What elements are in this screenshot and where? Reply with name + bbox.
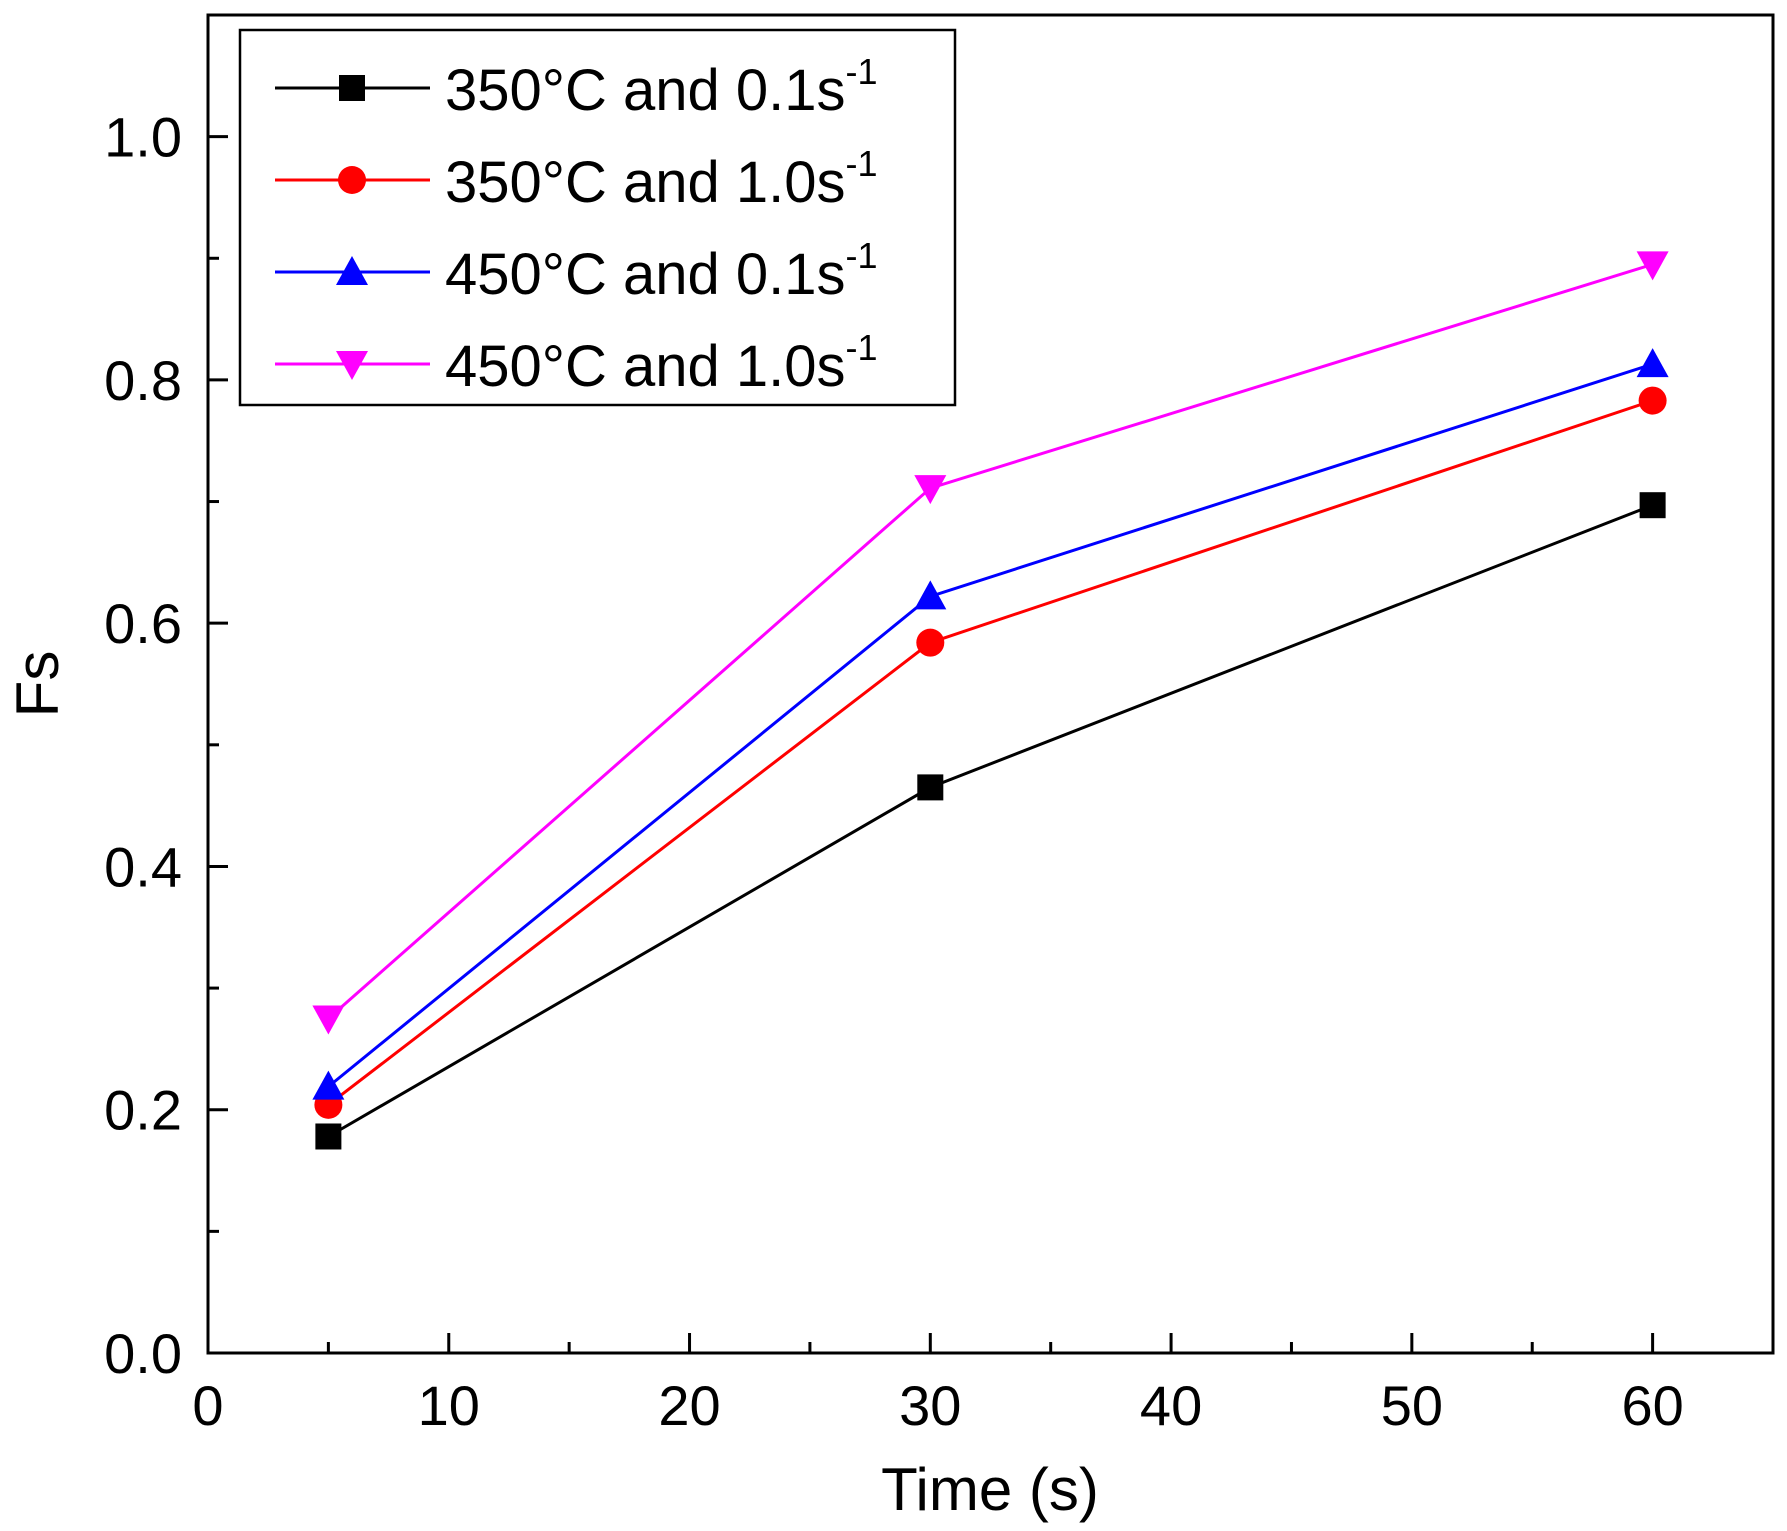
legend-label-3: 450°C and 1.0s-1 bbox=[445, 327, 878, 399]
y-tick-label: 0.2 bbox=[104, 1079, 182, 1142]
y-tick-label: 0.0 bbox=[104, 1322, 182, 1385]
x-tick-label: 40 bbox=[1140, 1374, 1202, 1437]
legend-marker-3 bbox=[336, 351, 368, 380]
y-tick-label: 0.8 bbox=[104, 349, 182, 412]
data-point-0-2 bbox=[1639, 492, 1666, 519]
x-tick-label: 60 bbox=[1621, 1374, 1683, 1437]
legend-label-main: 450°C and 1.0s bbox=[445, 334, 845, 399]
series-line-0 bbox=[327, 503, 1654, 1138]
series-line-2 bbox=[327, 362, 1654, 1088]
x-tick-label: 0 bbox=[192, 1374, 223, 1437]
legend-marker-1 bbox=[338, 166, 366, 194]
legend-label-0: 350°C and 0.1s-1 bbox=[445, 51, 878, 123]
legend-label-superscript: -1 bbox=[845, 235, 877, 276]
legend-label-main: 350°C and 0.1s bbox=[445, 58, 845, 123]
y-axis-title: Fs bbox=[4, 651, 71, 718]
data-point-3-1 bbox=[914, 475, 947, 505]
data-point-0-1 bbox=[917, 774, 944, 801]
y-tick-label: 0.6 bbox=[104, 592, 182, 655]
data-point-2-2 bbox=[1636, 348, 1669, 378]
data-point-2-0 bbox=[312, 1070, 345, 1100]
legend-label-main: 350°C and 1.0s bbox=[445, 150, 845, 215]
data-point-1-1 bbox=[916, 628, 945, 657]
series-line-1 bbox=[327, 399, 1654, 1107]
legend-label-2: 450°C and 0.1s-1 bbox=[445, 235, 878, 307]
y-tick-label: 0.4 bbox=[104, 835, 182, 898]
x-axis-title: Time (s) bbox=[881, 1456, 1099, 1523]
legend-label-superscript: -1 bbox=[845, 51, 877, 92]
legend-label-1: 350°C and 1.0s-1 bbox=[445, 143, 878, 215]
x-tick-label: 20 bbox=[658, 1374, 720, 1437]
legend-label-superscript: -1 bbox=[845, 327, 877, 368]
x-tick-label: 30 bbox=[899, 1374, 961, 1437]
data-point-0-0 bbox=[315, 1123, 342, 1150]
tick-labels: 0 10 20 30 40 50 60 0.0 0.2 0.4 0.6 0.8 1.0 bbox=[104, 106, 1684, 1437]
data-point-1-2 bbox=[1638, 386, 1667, 415]
legend-label-superscript: -1 bbox=[845, 143, 877, 184]
plot-frame bbox=[206, 13, 1775, 1355]
data-point-3-2 bbox=[1636, 251, 1669, 281]
legend-marker-2 bbox=[336, 256, 368, 285]
series-markers bbox=[312, 251, 1669, 1150]
legend-label-main: 450°C and 0.1s bbox=[445, 242, 845, 307]
x-tick-label: 10 bbox=[418, 1374, 480, 1437]
data-point-3-0 bbox=[312, 1005, 345, 1035]
x-tick-label: 50 bbox=[1381, 1374, 1443, 1437]
legend-marker-0 bbox=[339, 75, 365, 101]
y-tick-label: 1.0 bbox=[104, 106, 182, 169]
data-point-2-1 bbox=[914, 580, 947, 610]
